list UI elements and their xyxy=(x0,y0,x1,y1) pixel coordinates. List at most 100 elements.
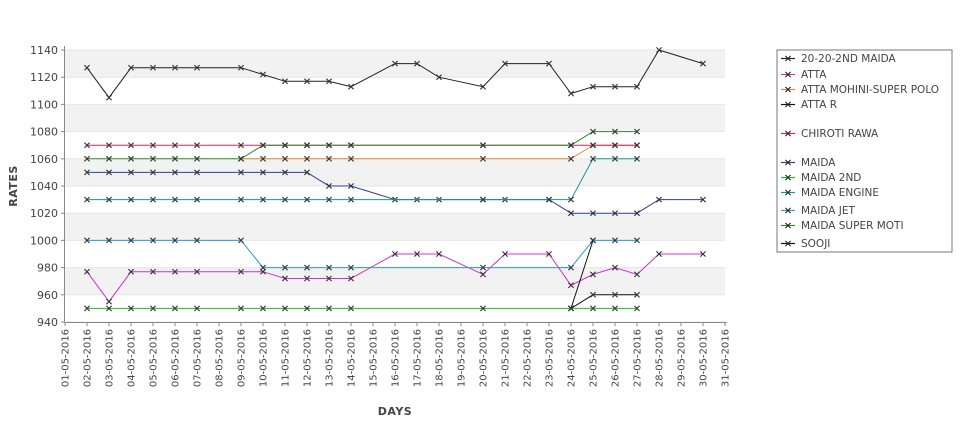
legend-item: MAIDA JET xyxy=(781,205,855,217)
legend-swatch-marker xyxy=(785,189,791,196)
data-point xyxy=(392,251,398,257)
data-point xyxy=(634,210,640,217)
data-point xyxy=(590,128,596,135)
data-point xyxy=(436,251,442,257)
data-point xyxy=(128,237,134,244)
data-point xyxy=(304,196,310,203)
data-point xyxy=(348,264,354,271)
data-point xyxy=(128,268,134,275)
data-point xyxy=(172,155,178,162)
y-axis-title: RATES xyxy=(7,165,20,207)
y-tick-label: 1020 xyxy=(30,207,58,220)
data-point xyxy=(106,237,112,244)
data-point xyxy=(194,64,200,71)
data-point xyxy=(414,60,420,67)
data-point xyxy=(84,196,90,203)
band xyxy=(65,213,725,241)
data-point xyxy=(84,305,90,312)
data-point xyxy=(238,64,244,71)
data-point xyxy=(150,237,156,244)
data-point xyxy=(348,275,354,282)
data-point xyxy=(590,305,596,312)
data-point xyxy=(590,142,596,149)
series-maida-super-moti xyxy=(84,128,640,162)
x-tick-label: 31-05-2016 xyxy=(721,329,732,387)
data-point xyxy=(238,305,244,312)
legend-label: MAIDA xyxy=(801,157,836,169)
series-sooji xyxy=(568,237,596,312)
data-point xyxy=(392,60,398,67)
data-point xyxy=(128,305,134,312)
data-point xyxy=(612,155,618,162)
series-atta-r xyxy=(568,291,640,312)
data-point xyxy=(304,275,310,282)
data-point xyxy=(634,237,640,244)
legend-swatch-marker xyxy=(785,159,791,166)
data-point xyxy=(590,291,596,298)
series-line xyxy=(87,171,703,214)
legend-label: ATTA R xyxy=(801,99,837,111)
series-line xyxy=(570,294,637,309)
x-tick-label: 23-05-2016 xyxy=(545,329,556,387)
x-tick-label: 04-05-2016 xyxy=(127,329,138,387)
x-tick-label: 29-05-2016 xyxy=(677,329,688,387)
x-tick-label: 08-05-2016 xyxy=(215,329,226,387)
data-point xyxy=(172,64,178,71)
data-point xyxy=(106,142,112,149)
legend-item: MAIDA SUPER MOTI xyxy=(781,220,904,232)
data-point xyxy=(194,268,200,275)
data-point xyxy=(260,169,266,176)
x-tick-label: 17-05-2016 xyxy=(413,329,424,387)
legend-swatch-marker xyxy=(785,71,791,78)
data-point xyxy=(106,169,112,176)
x-tick-label: 06-05-2016 xyxy=(171,329,182,387)
data-point xyxy=(612,83,618,90)
data-point xyxy=(348,183,354,189)
x-tick-label: 14-05-2016 xyxy=(347,329,358,387)
series-atta xyxy=(84,251,706,305)
series-line xyxy=(87,158,637,201)
data-point xyxy=(568,196,574,203)
y-tick-label: 1060 xyxy=(30,153,58,166)
data-point xyxy=(634,305,640,312)
data-point xyxy=(150,305,156,312)
legend-label: MAIDA SUPER MOTI xyxy=(801,220,904,232)
legend-swatch-marker xyxy=(785,130,791,137)
data-point xyxy=(282,264,288,271)
data-point xyxy=(568,264,574,271)
data-point xyxy=(568,305,574,312)
data-point xyxy=(480,271,486,278)
data-point xyxy=(150,155,156,162)
data-point xyxy=(590,237,596,244)
data-point xyxy=(304,142,310,149)
data-point xyxy=(84,268,90,275)
data-point xyxy=(238,196,244,203)
data-point xyxy=(612,210,618,217)
legend-swatch-marker xyxy=(785,222,791,229)
data-point xyxy=(700,60,706,67)
x-axis-ticks: 01-05-2016 02-05-2016 03-05-2016 04-05-2016… xyxy=(61,322,732,387)
x-tick-label: 12-05-2016 xyxy=(303,329,314,387)
data-point xyxy=(172,237,178,244)
data-point xyxy=(348,83,354,90)
y-tick-label: 1080 xyxy=(30,126,58,139)
series-line xyxy=(86,253,703,303)
data-point xyxy=(150,196,156,203)
data-point xyxy=(238,268,244,275)
data-point xyxy=(502,251,508,257)
x-tick-label: 15-05-2016 xyxy=(369,329,380,387)
data-point xyxy=(260,264,266,271)
x-tick-label: 09-05-2016 xyxy=(237,329,248,387)
x-tick-label: 19-05-2016 xyxy=(457,329,468,387)
data-point xyxy=(480,264,486,271)
legend-item: CHIROTI RAWA xyxy=(781,128,879,140)
x-tick-label: 07-05-2016 xyxy=(193,329,204,387)
data-point xyxy=(590,155,596,162)
data-point xyxy=(172,169,178,176)
series-maida-jet xyxy=(84,237,640,271)
data-point xyxy=(326,142,332,149)
data-point xyxy=(194,169,200,176)
data-point xyxy=(282,275,288,282)
x-tick-label: 20-05-2016 xyxy=(479,329,490,387)
